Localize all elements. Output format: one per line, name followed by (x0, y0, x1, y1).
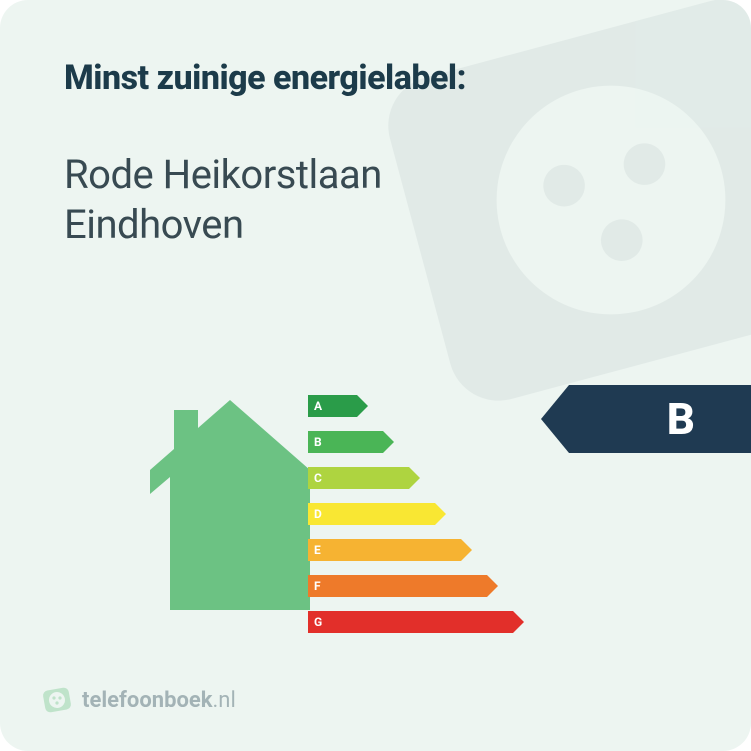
address-block: Rode Heikorstlaan Eindhoven (64, 150, 751, 250)
page-title: Minst zuinige energielabel: (64, 58, 751, 98)
energy-bar-letter: G (314, 611, 322, 633)
footer: telefoonboek.nl (42, 685, 236, 715)
footer-logo-icon (42, 685, 72, 715)
address-line-1: Rode Heikorstlaan (64, 150, 751, 200)
energy-card: Minst zuinige energielabel: Rode Heikors… (0, 0, 751, 751)
energy-bar-shape (308, 539, 472, 561)
energy-bar-letter: F (314, 575, 321, 597)
content: Minst zuinige energielabel: Rode Heikors… (0, 0, 751, 250)
footer-brand-light: .nl (213, 688, 236, 713)
energy-bar-letter: A (314, 395, 322, 417)
energy-bar-letter: D (314, 503, 322, 525)
address-line-2: Eindhoven (64, 200, 751, 250)
house-icon (150, 400, 310, 610)
energy-bar-shape (308, 611, 524, 633)
rating-badge: B (541, 385, 751, 453)
energy-bar-shape (308, 503, 446, 525)
energy-bar-letter: E (314, 539, 321, 561)
rating-badge-shape (541, 385, 751, 453)
energy-chart: ABCDEFG B (0, 355, 751, 635)
energy-bar-letter: C (314, 467, 322, 489)
energy-bar-shape (308, 575, 498, 597)
footer-brand: telefoonboek.nl (82, 688, 236, 713)
footer-brand-bold: telefoonboek (82, 688, 213, 713)
energy-bar-shape (308, 467, 420, 489)
energy-bar-letter: B (314, 431, 322, 453)
rating-badge-letter: B (667, 385, 695, 453)
